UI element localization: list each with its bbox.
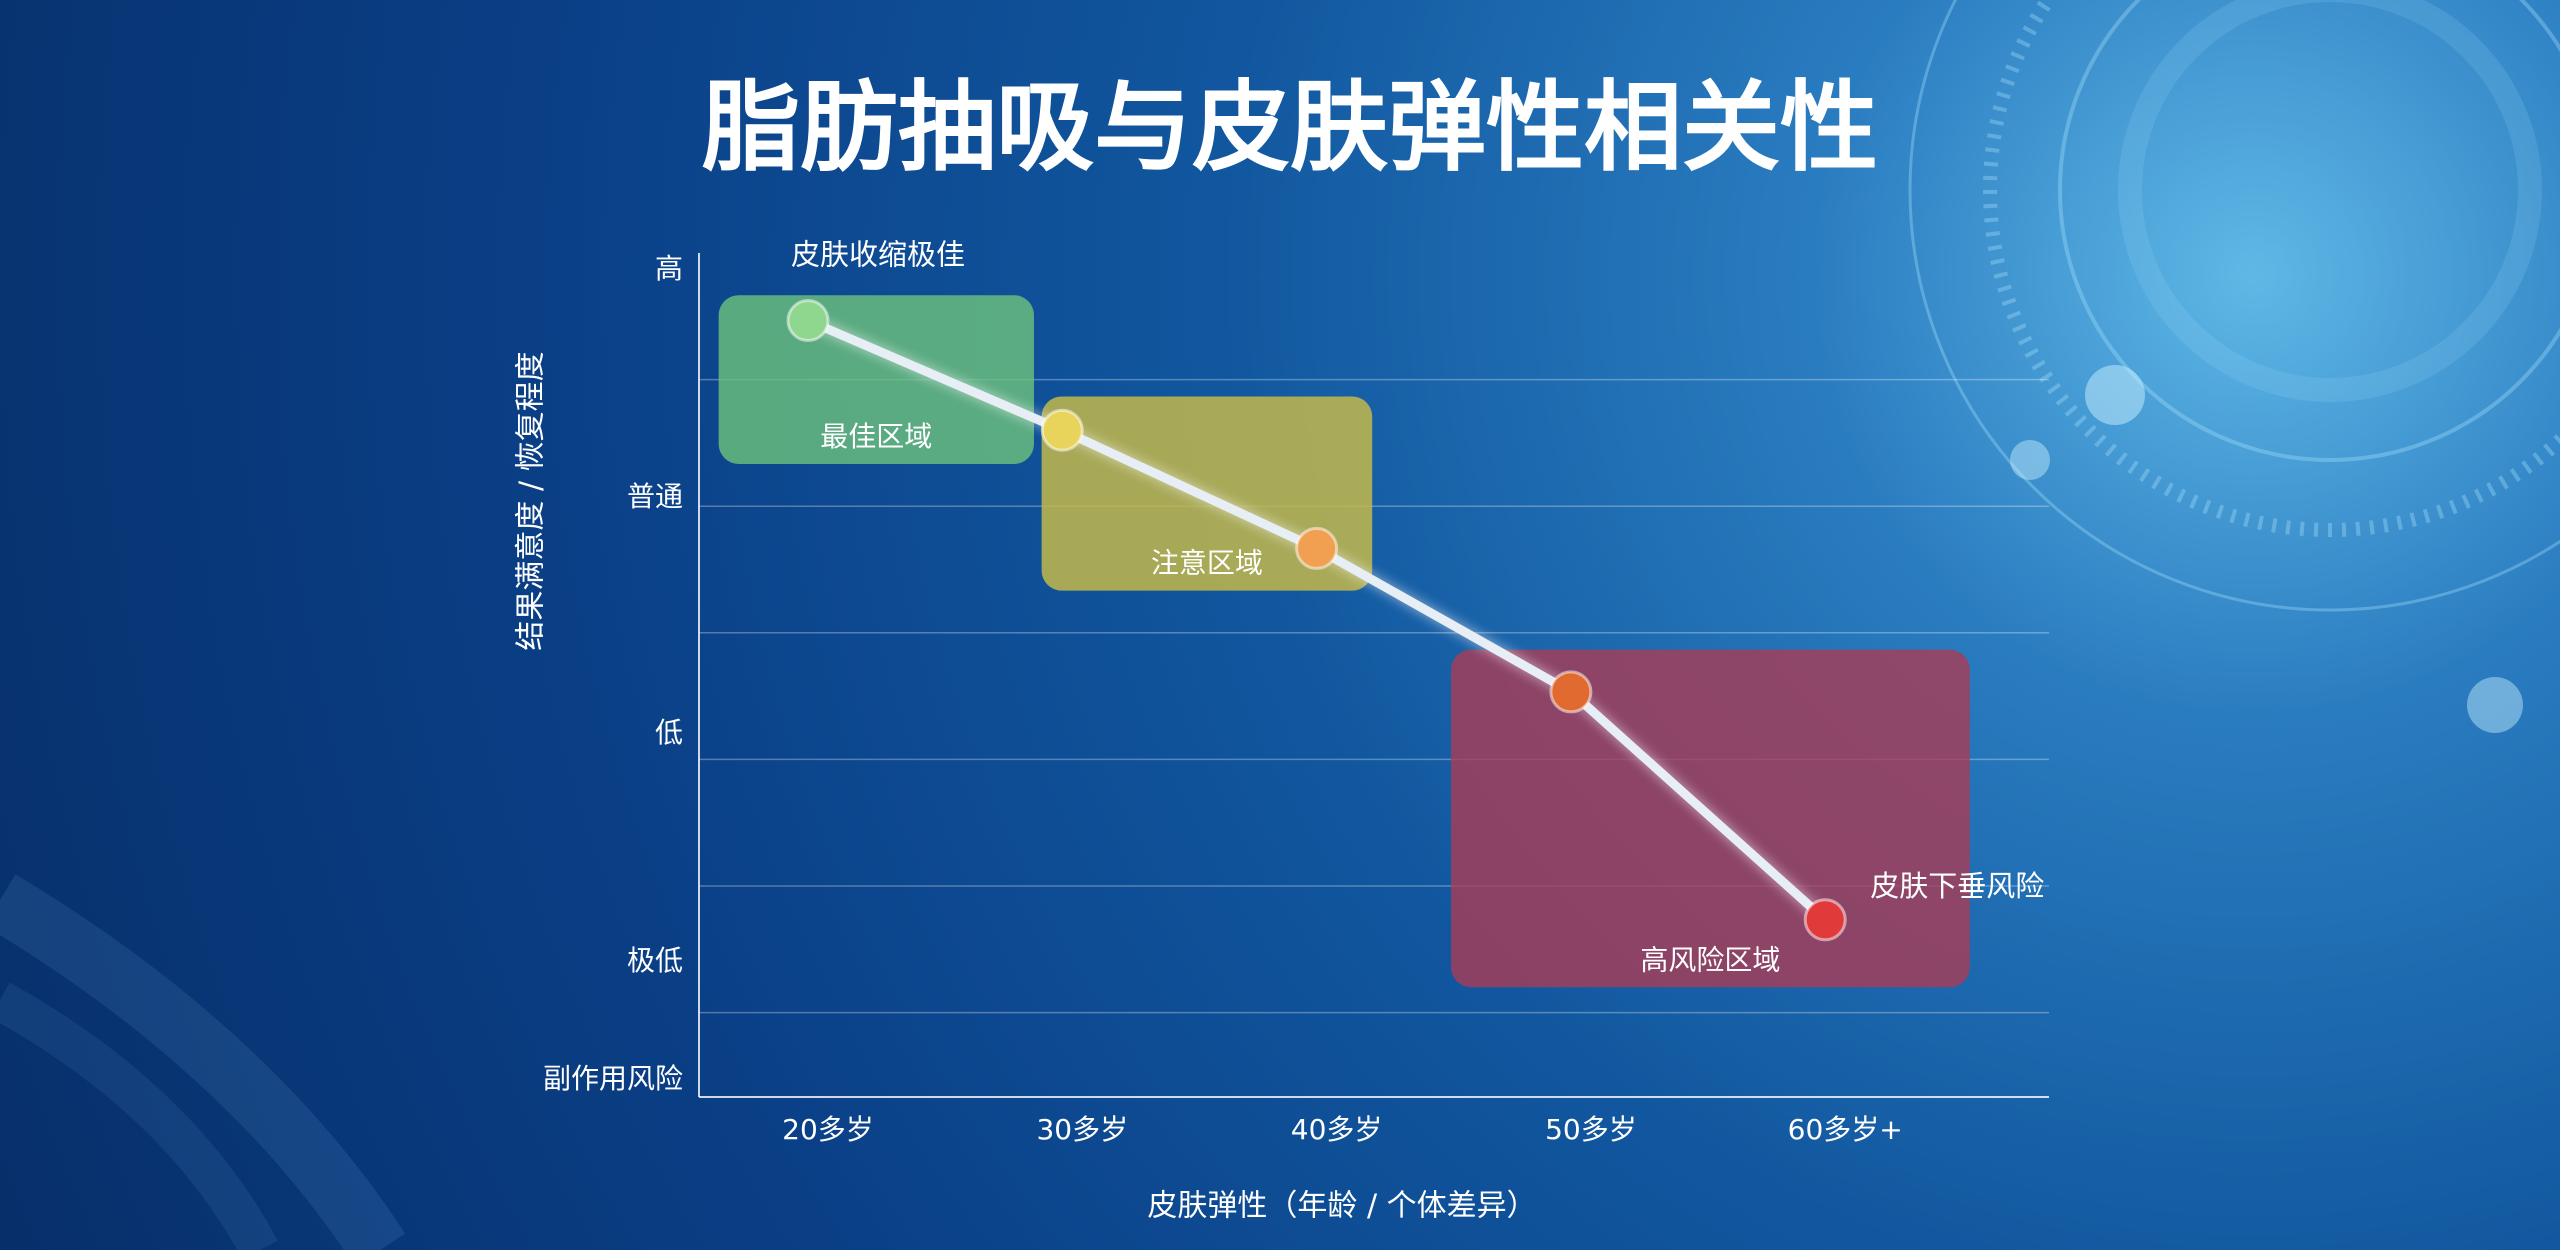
- y-tick-label: 极低: [627, 944, 683, 977]
- y-axis-title: 结果满意度 / 恢复程度: [514, 351, 549, 650]
- x-tick-label: 50多岁: [1545, 1113, 1637, 1146]
- data-point: [1040, 408, 1084, 452]
- data-point: [1549, 670, 1593, 714]
- x-tick-label: 60多岁+: [1788, 1113, 1903, 1146]
- y-tick-label: 高: [655, 252, 683, 285]
- data-point: [786, 299, 830, 343]
- y-tick-label: 低: [655, 716, 683, 749]
- x-tick-label: 20多岁: [782, 1113, 874, 1146]
- x-tick-label: 30多岁: [1036, 1113, 1128, 1146]
- y-tick-label: 副作用风险: [543, 1062, 683, 1095]
- data-point: [1295, 526, 1339, 570]
- x-tick-label: 40多岁: [1291, 1113, 1383, 1146]
- y-tick-label: 普通: [627, 480, 683, 513]
- zone-label: 注意区域: [1151, 547, 1263, 580]
- zone-label: 最佳区域: [820, 420, 932, 453]
- data-point: [1803, 898, 1847, 942]
- zone-label: 高风险区域: [1640, 943, 1780, 976]
- chart-title: 脂肪抽吸与皮肤弹性相关性: [702, 71, 1878, 185]
- x-axis-title: 皮肤弹性（年龄 / 个体差异）: [1147, 1189, 1536, 1224]
- point-label: 皮肤收缩极佳: [791, 238, 965, 272]
- point-label: 皮肤下垂风险: [1870, 869, 2044, 903]
